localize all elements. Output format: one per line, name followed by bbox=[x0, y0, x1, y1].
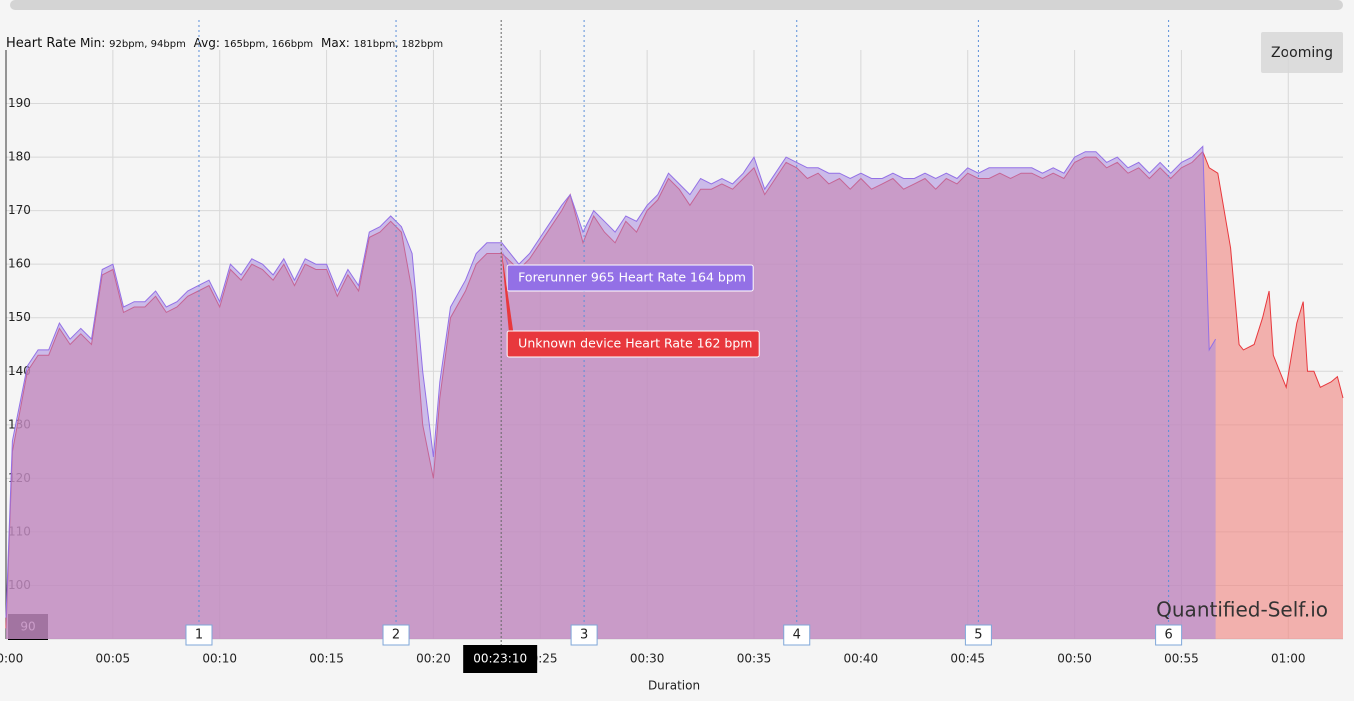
tooltip-text: Unknown device Heart Rate 162 bpm bbox=[518, 336, 752, 351]
y-tick-label: 180 bbox=[8, 150, 31, 164]
x-tick-label: 00:30 bbox=[630, 652, 665, 666]
header: Heart Rate Min: 92bpm, 94bpm Avg: 165bpm… bbox=[6, 36, 447, 51]
y-tick-label: 190 bbox=[8, 96, 31, 110]
header-text: 181bpm, 182bpm bbox=[353, 39, 444, 50]
x-axis-label: Duration bbox=[648, 679, 700, 693]
scrollbar[interactable] bbox=[10, 0, 1343, 10]
zoom-button[interactable]: Zooming bbox=[1261, 32, 1343, 73]
lap-box bbox=[382, 624, 410, 646]
lap-label: 5 bbox=[974, 628, 982, 643]
lap-label: 2 bbox=[392, 628, 400, 643]
header-text: Min: bbox=[79, 36, 106, 50]
lap-label: 1 bbox=[195, 628, 203, 643]
cursor-label: 00:23:10 bbox=[473, 652, 527, 666]
x-tick-label: 00:45 bbox=[950, 652, 985, 666]
lap-label: 3 bbox=[580, 628, 588, 643]
lap-box bbox=[185, 624, 213, 646]
header-text: 165bpm, 166bpm bbox=[223, 39, 314, 50]
header-text: 92bpm, 94bpm bbox=[109, 39, 186, 50]
watermark: Quantified-Self.io bbox=[1156, 598, 1328, 622]
tooltip-pointer bbox=[501, 248, 516, 345]
lap-box bbox=[783, 624, 811, 646]
header-text: Avg: bbox=[193, 36, 220, 50]
x-tick-label: 00:05 bbox=[96, 652, 131, 666]
lap-label: 4 bbox=[793, 628, 801, 643]
cursor-box bbox=[463, 645, 538, 673]
x-tick-label: 00:35 bbox=[737, 652, 772, 666]
x-tick-label: 00:40 bbox=[844, 652, 879, 666]
tooltip bbox=[506, 264, 754, 292]
series-line bbox=[5, 145, 1217, 618]
x-tick-label: 00:10 bbox=[202, 652, 237, 666]
x-tick-label: 00:15 bbox=[309, 652, 344, 666]
lap-label: 6 bbox=[1164, 628, 1172, 643]
x-tick-label: 00:50 bbox=[1057, 652, 1092, 666]
x-tick-label: 00:55 bbox=[1164, 652, 1199, 666]
tooltip-text: Forerunner 965 Heart Rate 164 bpm bbox=[518, 270, 746, 285]
x-tick-label: 00:20 bbox=[416, 652, 451, 666]
y-tick-label: 140 bbox=[8, 364, 31, 378]
area-fill bbox=[6, 146, 1216, 639]
header-text: Max: bbox=[320, 36, 350, 50]
y-tick-label: 170 bbox=[8, 203, 31, 217]
lap-box bbox=[1155, 624, 1183, 646]
x-tick-label: 01:00 bbox=[1271, 652, 1306, 666]
x-tick-label: 00:00 bbox=[0, 652, 23, 666]
lap-box bbox=[964, 624, 992, 646]
header-text: Heart Rate bbox=[6, 36, 77, 51]
y-tick-label: 160 bbox=[8, 257, 31, 271]
tooltip bbox=[506, 330, 760, 358]
y-tick-label: 150 bbox=[8, 310, 31, 324]
lap-box bbox=[570, 624, 598, 646]
